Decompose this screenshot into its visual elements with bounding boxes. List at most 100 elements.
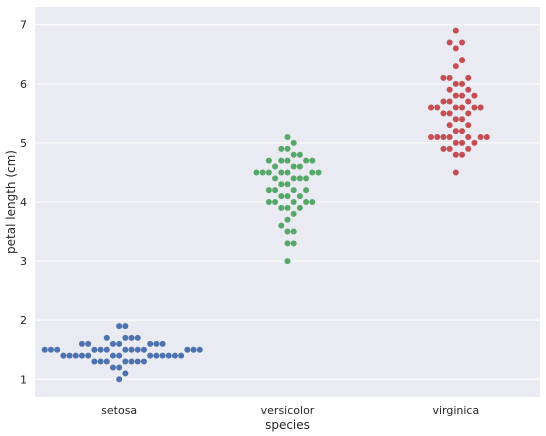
setosa-point <box>134 358 141 365</box>
versicolor-point <box>284 145 291 152</box>
versicolor-point <box>290 210 297 217</box>
versicolor-point <box>296 163 303 170</box>
virginica-point <box>471 104 478 111</box>
versicolor-point <box>278 181 285 188</box>
versicolor-point <box>296 151 303 158</box>
virginica-point <box>440 145 447 152</box>
virginica-point <box>459 92 466 99</box>
setosa-point <box>122 358 129 365</box>
virginica-point <box>446 74 453 81</box>
setosa-point <box>109 364 116 371</box>
virginica-point <box>452 92 459 99</box>
versicolor-point <box>284 258 291 265</box>
versicolor-point <box>290 199 297 205</box>
setosa-point <box>116 352 123 359</box>
setosa-point <box>147 352 154 359</box>
virginica-point <box>483 134 490 140</box>
virginica-point <box>440 74 447 81</box>
virginica-point <box>471 139 478 146</box>
versicolor-point <box>290 187 297 194</box>
setosa-point <box>140 358 147 365</box>
versicolor-point <box>284 204 291 211</box>
versicolor-point <box>272 163 279 170</box>
versicolor-point <box>290 228 297 235</box>
virginica-point <box>446 98 453 105</box>
setosa-point <box>122 370 129 377</box>
virginica-point <box>452 116 459 123</box>
versicolor-point <box>296 193 303 200</box>
virginica-point <box>452 128 459 135</box>
virginica-point <box>446 39 453 46</box>
versicolor-point <box>278 145 285 152</box>
setosa-point <box>103 346 110 353</box>
versicolor-point <box>253 169 260 176</box>
setosa-point <box>159 352 166 359</box>
versicolor-point <box>278 193 285 200</box>
virginica-point <box>440 98 447 105</box>
setosa-point <box>140 346 147 353</box>
setosa-point <box>116 340 123 347</box>
versicolor-point <box>284 216 291 223</box>
versicolor-point <box>265 157 272 164</box>
setosa-point <box>91 346 98 353</box>
virginica-point <box>459 139 466 146</box>
virginica-point <box>465 134 472 140</box>
setosa-point <box>47 346 54 353</box>
virginica-point <box>465 145 472 152</box>
versicolor-point <box>272 175 279 182</box>
setosa-point <box>116 323 123 330</box>
versicolor-point <box>284 228 291 235</box>
setosa-point <box>159 340 166 347</box>
setosa-point <box>85 352 92 359</box>
virginica-point <box>452 27 459 34</box>
versicolor-point <box>290 139 297 146</box>
virginica-point <box>465 86 472 93</box>
virginica-point <box>459 39 466 46</box>
virginica-point <box>477 104 484 111</box>
virginica-point <box>440 110 447 117</box>
virginica-point <box>465 110 472 117</box>
virginica-point <box>446 86 453 93</box>
versicolor-point <box>284 181 291 188</box>
versicolor-point <box>309 169 316 176</box>
versicolor-point <box>278 204 285 211</box>
virginica-point <box>459 57 466 64</box>
setosa-point <box>196 346 203 353</box>
setosa-point <box>122 323 129 330</box>
versicolor-point <box>315 169 322 176</box>
setosa-point <box>97 346 104 353</box>
versicolor-point <box>272 199 279 205</box>
y-tick-label-3: 3 <box>20 255 27 268</box>
versicolor-point <box>303 187 310 194</box>
virginica-point <box>465 98 472 105</box>
versicolor-point <box>265 169 272 176</box>
versicolor-point <box>284 240 291 247</box>
virginica-point <box>477 134 484 140</box>
virginica-point <box>446 122 453 129</box>
setosa-point <box>60 352 67 359</box>
setosa-point <box>109 352 116 359</box>
setosa-point <box>116 364 123 371</box>
virginica-point <box>446 134 453 140</box>
setosa-point <box>178 352 185 359</box>
virginica-point <box>428 134 435 140</box>
versicolor-point <box>290 175 297 182</box>
versicolor-point <box>284 134 291 140</box>
virginica-point <box>452 151 459 158</box>
versicolor-point <box>284 169 291 176</box>
virginica-point <box>428 104 435 111</box>
y-tick-label-6: 6 <box>20 78 27 91</box>
setosa-point <box>103 334 110 341</box>
x-tick-label-virginica: virginica <box>432 404 479 417</box>
virginica-point <box>446 145 453 152</box>
setosa-point <box>171 352 178 359</box>
virginica-point <box>440 134 447 140</box>
virginica-point <box>452 104 459 111</box>
virginica-point <box>459 104 466 111</box>
setosa-point <box>122 346 129 353</box>
virginica-point <box>452 80 459 87</box>
virginica-point <box>465 74 472 81</box>
x-tick-labels: setosa versicolor virginica <box>101 404 479 417</box>
versicolor-point <box>309 199 316 205</box>
